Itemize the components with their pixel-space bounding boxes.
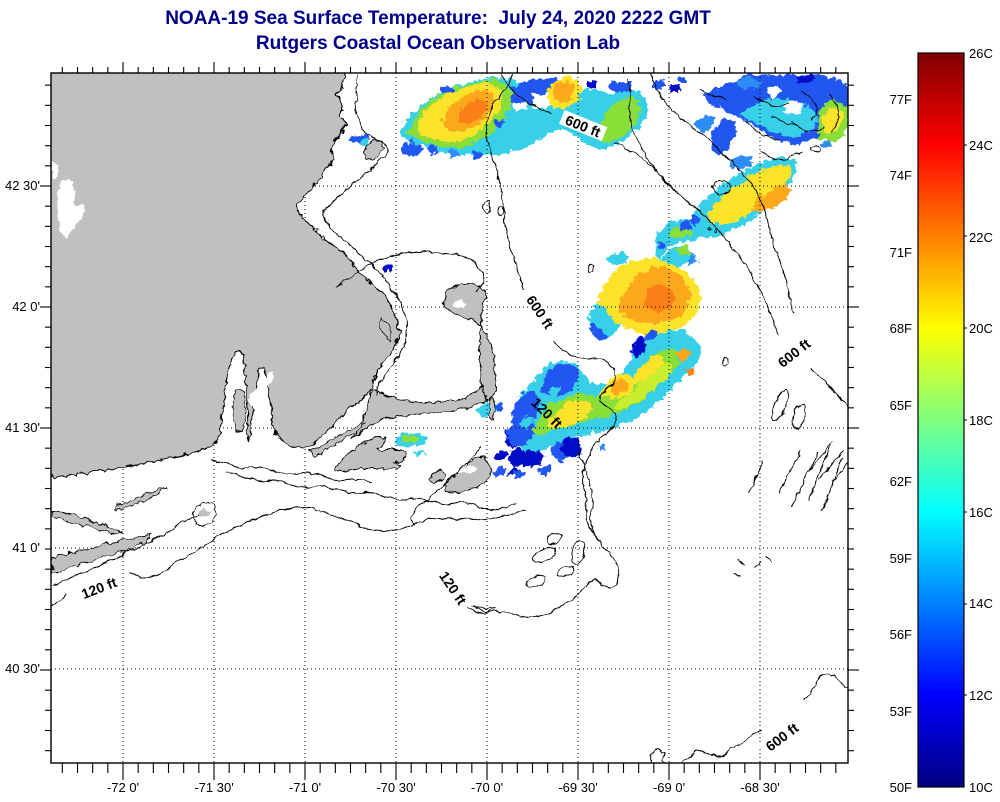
svg-text:41 30': 41 30': [5, 420, 40, 435]
svg-text:-71 0': -71 0': [289, 780, 321, 795]
svg-text:41 0': 41 0': [12, 540, 40, 555]
svg-text:Rutgers Coastal Ocean Observat: Rutgers Coastal Ocean Observation Lab: [256, 33, 620, 54]
svg-text:-69 30': -69 30': [558, 780, 597, 795]
svg-text:16C: 16C: [969, 505, 993, 520]
svg-text:24C: 24C: [969, 138, 993, 153]
svg-text:14C: 14C: [969, 596, 993, 611]
svg-text:-70 30': -70 30': [376, 780, 415, 795]
svg-text:71F: 71F: [890, 245, 912, 260]
svg-text:59F: 59F: [890, 551, 912, 566]
svg-text:77F: 77F: [890, 92, 912, 107]
svg-text:-68 30': -68 30': [740, 780, 779, 795]
svg-text:56F: 56F: [890, 627, 912, 642]
svg-text:42 0': 42 0': [12, 299, 40, 314]
svg-text:68F: 68F: [890, 321, 912, 336]
svg-text:NOAA-19 Sea Surface Temperatur: NOAA-19 Sea Surface Temperature: July 24…: [165, 8, 711, 29]
svg-text:10C: 10C: [969, 780, 993, 795]
svg-text:40 30': 40 30': [5, 661, 40, 676]
svg-text:20C: 20C: [969, 321, 993, 336]
svg-text:12C: 12C: [969, 688, 993, 703]
svg-text:74F: 74F: [890, 168, 912, 183]
svg-text:50F: 50F: [890, 780, 912, 795]
svg-text:22C: 22C: [969, 230, 993, 245]
svg-text:53F: 53F: [890, 704, 912, 719]
svg-text:65F: 65F: [890, 398, 912, 413]
svg-text:-70 0': -70 0': [471, 780, 503, 795]
svg-text:-71 30': -71 30': [194, 780, 233, 795]
svg-text:42 30': 42 30': [5, 178, 40, 193]
svg-text:18C: 18C: [969, 413, 993, 428]
svg-text:-72 0': -72 0': [107, 780, 139, 795]
svg-text:26C: 26C: [969, 46, 993, 61]
svg-text:62F: 62F: [890, 474, 912, 489]
svg-text:-69 0': -69 0': [653, 780, 685, 795]
